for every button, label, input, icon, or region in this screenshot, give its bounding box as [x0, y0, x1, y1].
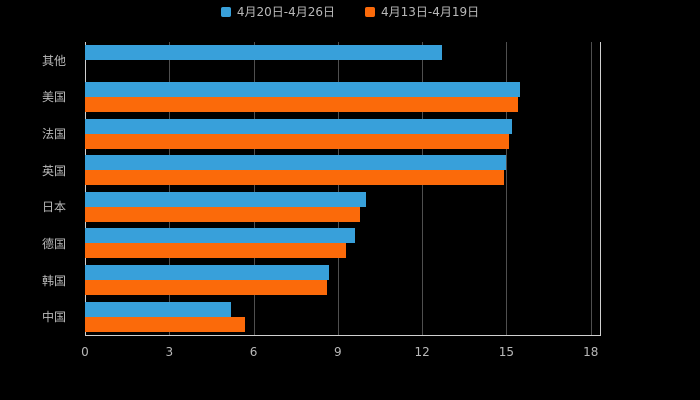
category-row-日本: [85, 189, 600, 226]
bar-德国-series2: [85, 243, 347, 259]
category-row-英国: [85, 152, 600, 189]
y-axis-label-韩国: 韩国: [41, 273, 66, 288]
bar-其他-series1: [85, 45, 442, 61]
y-axis-label-其他: 其他: [41, 53, 66, 68]
bar-英国-series2: [85, 170, 504, 186]
x-tick-label-0: 0: [81, 345, 89, 359]
gridline-x-6: [253, 42, 255, 335]
gridline-x-12: [422, 42, 424, 335]
gridline-x-3: [169, 42, 171, 335]
gridline-x-18: [590, 42, 592, 335]
x-tick-label-6: 6: [249, 345, 258, 359]
bar-rows: [85, 42, 600, 335]
y-axis-label-日本: 日本: [41, 200, 66, 215]
bar-美国-series2: [85, 96, 518, 112]
bar-日本-series1: [85, 191, 366, 207]
bar-韩国-series2: [85, 280, 327, 296]
y-axis-label-中国: 中国: [41, 310, 66, 325]
x-tick-label-15: 15: [498, 345, 515, 359]
bar-中国-series1: [85, 301, 232, 317]
x-tick-label-9: 9: [334, 345, 342, 359]
y-axis-label-英国: 英国: [41, 163, 66, 178]
y-axis-label-德国: 德国: [41, 236, 66, 251]
legend-swatch-blue: [220, 7, 231, 17]
y-axis-labels: 其他美国法国英国日本德国韩国中国: [0, 42, 72, 335]
legend-item-week-apr13-19[interactable]: 4月13日-4月19日: [365, 6, 479, 18]
category-row-德国: [85, 225, 600, 262]
x-tick-label-12: 12: [414, 345, 430, 359]
bar-法国-series2: [85, 133, 510, 149]
category-row-其他: [85, 42, 600, 79]
legend-swatch-orange: [365, 7, 375, 17]
category-row-韩国: [85, 262, 600, 299]
y-axis-label-美国: 美国: [41, 90, 66, 105]
legend-label: 4月13日-4月19日: [381, 5, 480, 19]
bar-德国-series1: [85, 228, 355, 244]
plot-area: 0 3 6 9 12 15 18: [81, 42, 601, 359]
category-row-中国: [85, 298, 600, 335]
gridline-x-15: [506, 42, 508, 335]
x-tick-label-18: 18: [583, 345, 599, 359]
category-row-美国: [85, 79, 600, 116]
bar-法国-series1: [85, 118, 513, 134]
legend-item-week-apr20-26[interactable]: 4月20日-4月26日: [220, 5, 335, 19]
bar-日本-series2: [85, 206, 361, 222]
bar-韩国-series1: [85, 265, 330, 281]
legend: 4月20日-4月26日 4月13日-4月19日: [0, 6, 700, 18]
gridline-x-0: [85, 42, 86, 335]
gridline-x-9: [337, 42, 339, 335]
legend-label: 4月20日-4月26日: [236, 5, 335, 19]
bar-英国-series1: [85, 155, 507, 171]
y-axis-label-法国: 法国: [41, 127, 66, 142]
x-tick-label-3: 3: [165, 345, 174, 359]
category-row-法国: [85, 115, 600, 152]
bar-美国-series1: [85, 81, 521, 97]
bar-中国-series2: [85, 316, 246, 332]
